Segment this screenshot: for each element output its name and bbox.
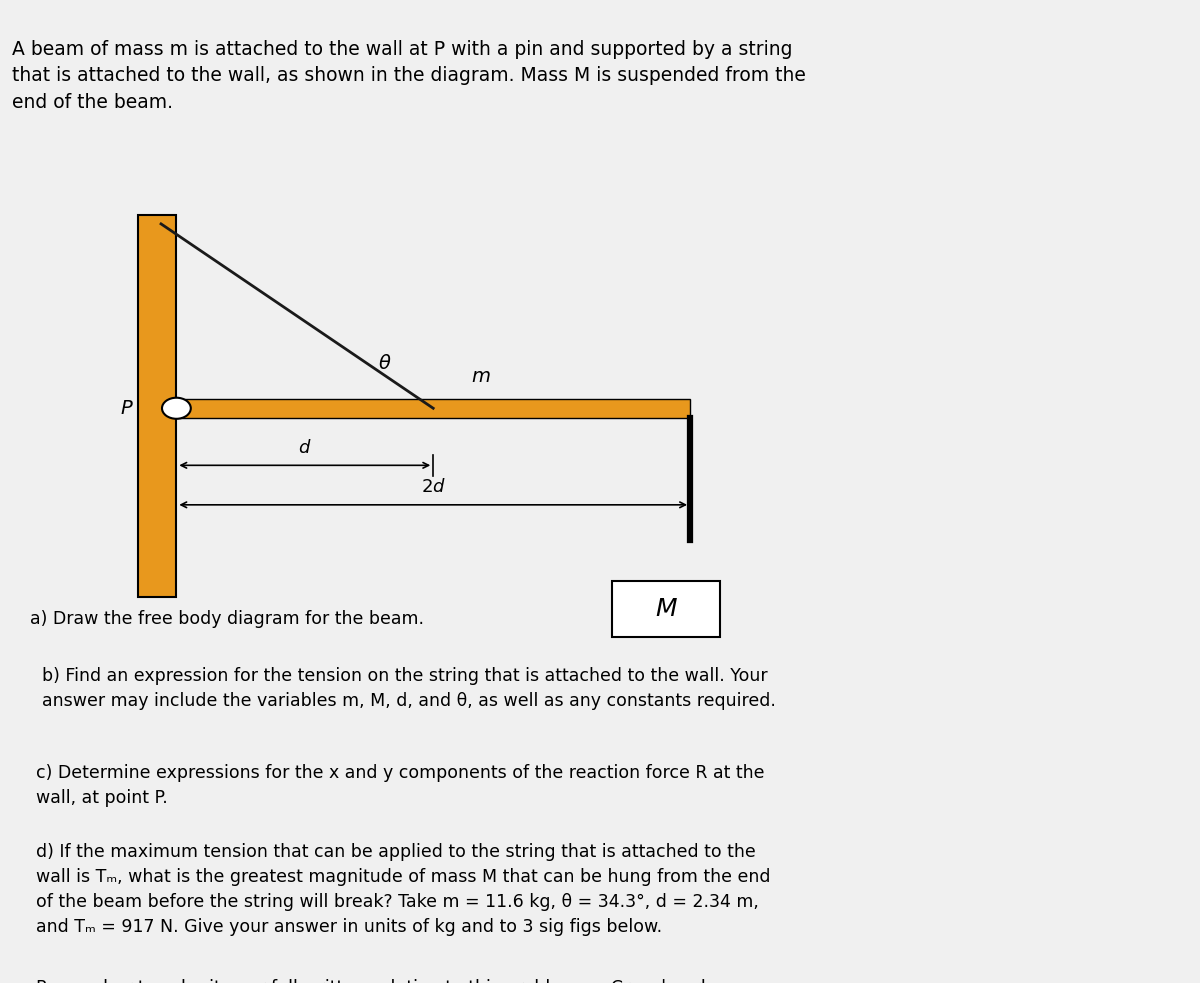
Text: d) If the maximum tension that can be applied to the string that is attached to : d) If the maximum tension that can be ap… [36,842,770,936]
FancyBboxPatch shape [138,215,176,597]
Text: a) Draw the free body diagram for the beam.: a) Draw the free body diagram for the be… [30,610,424,628]
Text: $d$: $d$ [298,438,312,456]
Text: c) Determine expressions for the x and y components of the reaction force R at t: c) Determine expressions for the x and y… [36,764,764,807]
Text: b) Find an expression for the tension on the string that is attached to the wall: b) Find an expression for the tension on… [42,667,776,711]
Text: $\theta$: $\theta$ [378,354,392,374]
Text: $2d$: $2d$ [421,478,445,496]
Circle shape [162,398,191,419]
Text: Remember to submit your full written solution to this problem on Crowdmark: Remember to submit your full written sol… [36,979,710,983]
Text: P: P [120,399,132,418]
Text: $m$: $m$ [472,368,491,386]
FancyBboxPatch shape [176,398,690,418]
FancyBboxPatch shape [612,581,720,637]
Text: A beam of mass m is attached to the wall at P with a pin and supported by a stri: A beam of mass m is attached to the wall… [12,39,806,111]
Text: $M$: $M$ [654,597,678,621]
